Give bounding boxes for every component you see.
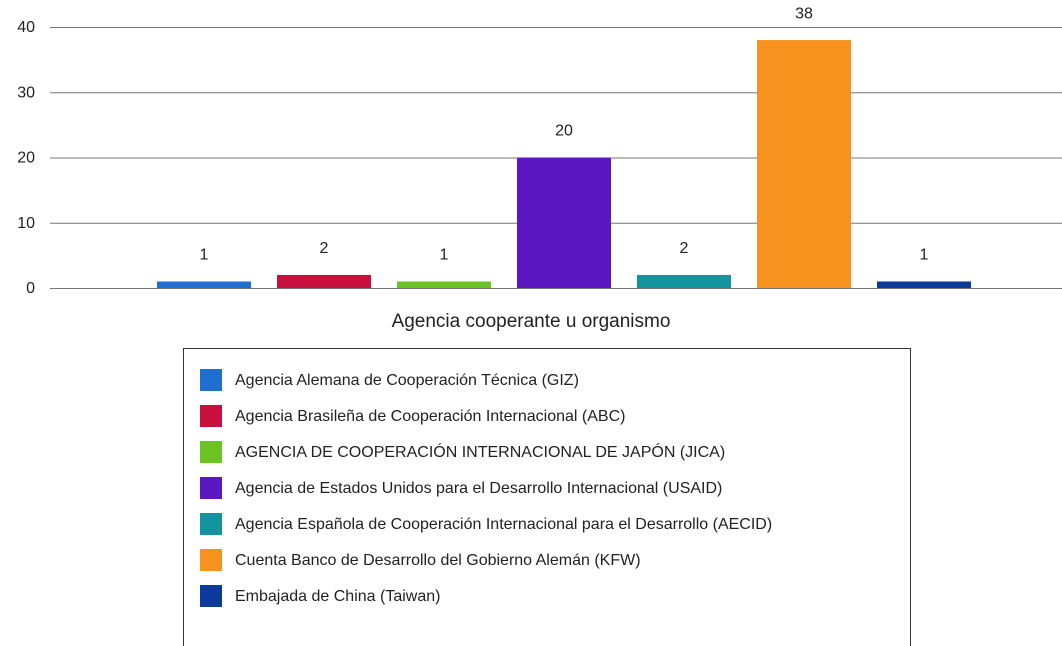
legend-swatch bbox=[200, 585, 222, 607]
legend-label: Agencia Alemana de Cooperación Técnica (… bbox=[235, 372, 579, 389]
y-tick-label: 0 bbox=[26, 280, 35, 297]
legend-label: AGENCIA DE COOPERACIÓN INTERNACIONAL DE … bbox=[235, 442, 725, 461]
y-tick-label: 10 bbox=[17, 215, 35, 232]
y-tick-label: 30 bbox=[17, 84, 35, 101]
legend-swatch bbox=[200, 549, 222, 571]
legend-swatch bbox=[200, 369, 222, 391]
legend-swatch bbox=[200, 513, 222, 535]
bar bbox=[277, 274, 371, 288]
value-label: 38 bbox=[795, 5, 813, 22]
legend-box bbox=[183, 348, 911, 646]
bar bbox=[757, 40, 851, 288]
legend-label: Agencia Española de Cooperación Internac… bbox=[235, 516, 772, 533]
bar bbox=[517, 157, 611, 288]
legend-label: Agencia de Estados Unidos para el Desarr… bbox=[235, 480, 722, 497]
legend-swatch bbox=[200, 441, 222, 463]
legend-label: Embajada de China (Taiwan) bbox=[235, 588, 440, 605]
legend-swatch bbox=[200, 477, 222, 499]
y-tick-label: 20 bbox=[17, 150, 35, 167]
bar bbox=[877, 281, 971, 288]
bar bbox=[637, 274, 731, 288]
bar bbox=[157, 281, 251, 288]
legend-label: Agencia Brasileña de Cooperación Interna… bbox=[235, 408, 625, 425]
legend-swatch bbox=[200, 405, 222, 427]
value-label: 1 bbox=[200, 247, 209, 264]
x-axis-title: Agencia cooperante u organismo bbox=[392, 311, 671, 332]
y-tick-label: 40 bbox=[17, 19, 35, 36]
value-label: 20 bbox=[555, 123, 573, 140]
legend-label: Cuenta Banco de Desarrollo del Gobierno … bbox=[235, 552, 641, 569]
value-label: 1 bbox=[920, 247, 929, 264]
value-label: 1 bbox=[440, 247, 449, 264]
value-label: 2 bbox=[680, 240, 689, 257]
bar bbox=[397, 281, 491, 288]
value-label: 2 bbox=[320, 240, 329, 257]
